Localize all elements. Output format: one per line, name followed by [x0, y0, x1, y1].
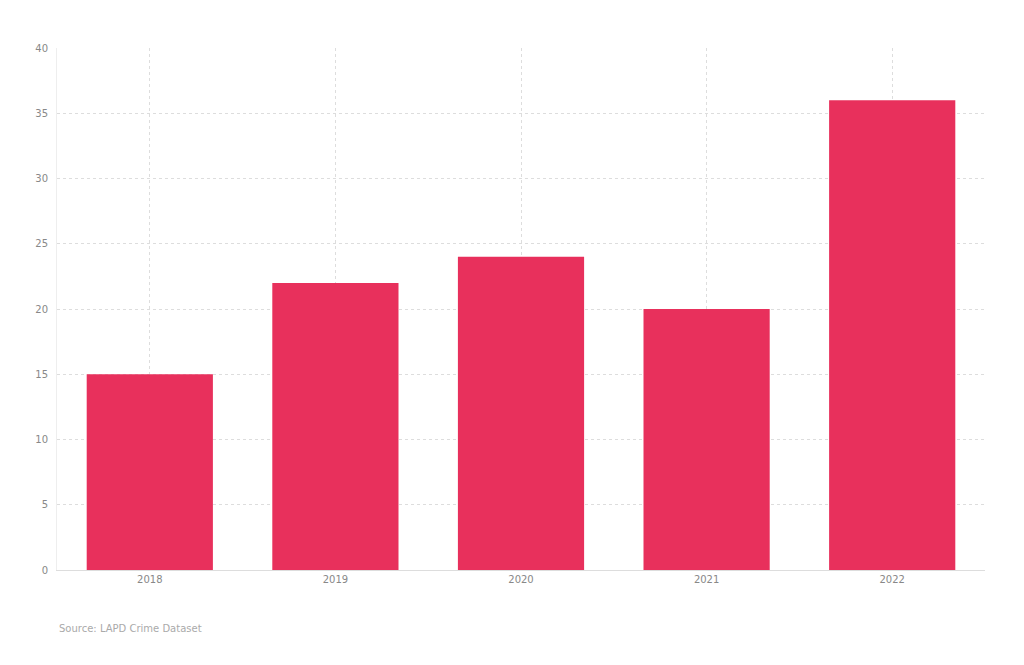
svg-text:25: 25: [35, 238, 48, 249]
svg-text:40: 40: [35, 43, 48, 54]
svg-text:5: 5: [42, 499, 48, 510]
svg-text:2019: 2019: [323, 574, 348, 585]
svg-text:0: 0: [42, 565, 48, 576]
svg-text:Source: LAPD Crime Dataset: Source: LAPD Crime Dataset: [59, 623, 202, 634]
svg-text:15: 15: [35, 369, 48, 380]
svg-text:30: 30: [35, 173, 48, 184]
svg-text:2018: 2018: [137, 574, 162, 585]
svg-text:2021: 2021: [694, 574, 719, 585]
svg-text:35: 35: [35, 108, 48, 119]
svg-text:20: 20: [35, 304, 48, 315]
svg-text:2022: 2022: [879, 574, 904, 585]
svg-text:2020: 2020: [508, 574, 533, 585]
svg-text:10: 10: [35, 434, 48, 445]
